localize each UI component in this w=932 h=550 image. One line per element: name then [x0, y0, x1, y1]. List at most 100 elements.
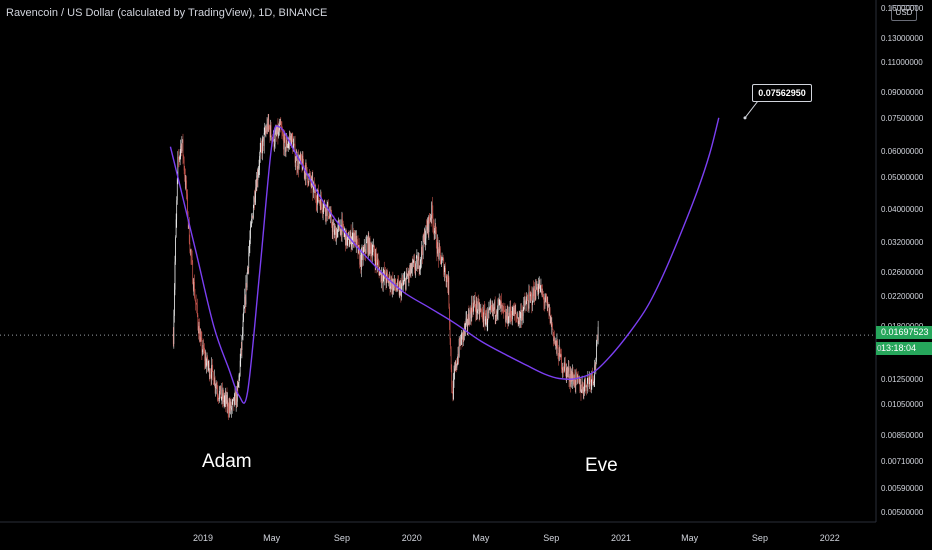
candle-body — [539, 283, 541, 292]
candle-body — [569, 374, 571, 382]
candle-body — [362, 251, 363, 261]
candle-body — [426, 226, 428, 231]
candle-body — [263, 137, 264, 146]
candle-body — [231, 407, 232, 410]
candle-body — [283, 134, 285, 150]
candle-body — [299, 156, 301, 160]
candle-body — [336, 231, 338, 238]
candle-body — [529, 292, 530, 295]
candle-body — [187, 194, 188, 215]
candle-body — [215, 386, 217, 388]
price-tick: 0.07500000 — [881, 114, 924, 124]
candle-body — [528, 292, 530, 309]
candle-body — [497, 311, 498, 314]
candle-body — [509, 306, 511, 318]
candle-body — [206, 363, 207, 367]
candle-body — [497, 299, 499, 312]
candle-body — [173, 315, 175, 344]
currency-button[interactable]: USD — [891, 5, 917, 21]
candle-body — [219, 385, 221, 391]
candle-body — [412, 262, 414, 263]
candle-body — [486, 313, 487, 325]
candle-body — [410, 263, 411, 271]
candle-body — [511, 314, 513, 320]
candle-body — [561, 354, 562, 370]
candle-body — [457, 354, 459, 363]
chart-title: Ravencoin / US Dollar (calculated by Tra… — [6, 7, 328, 19]
price-tick: 0.02200000 — [881, 292, 924, 302]
candle-body — [413, 260, 414, 263]
candle-body — [322, 209, 323, 213]
candle-body — [324, 202, 326, 211]
candle-body — [375, 253, 377, 265]
candle-body — [332, 225, 334, 232]
candle-body — [519, 313, 521, 321]
countdown-tag: 13:18:04 — [876, 342, 932, 355]
candle-body — [193, 282, 195, 290]
candle-body — [536, 283, 537, 290]
candle-body — [549, 308, 550, 316]
candle-body — [592, 377, 594, 383]
candle-body — [515, 310, 517, 315]
candle-body — [245, 283, 247, 305]
candle-body — [587, 377, 589, 381]
candle-body — [247, 267, 248, 274]
candle-body — [386, 272, 388, 275]
candle-body — [540, 285, 542, 286]
candle-body — [421, 247, 423, 252]
candle-body — [585, 386, 587, 387]
price-tick: 0.02600000 — [881, 268, 924, 278]
candle-body — [295, 155, 297, 161]
candle-body — [300, 155, 302, 160]
candle-body — [243, 308, 245, 313]
candle-body — [455, 361, 457, 368]
candle-body — [367, 238, 369, 253]
candle-body — [401, 281, 403, 287]
candle-body — [317, 195, 318, 205]
candle-body — [572, 372, 574, 379]
candle-body — [202, 344, 204, 352]
candle-body — [350, 231, 351, 239]
candle-body — [367, 236, 369, 253]
candle-body — [210, 374, 211, 375]
candle-body — [505, 311, 506, 322]
candle-body — [247, 267, 249, 269]
candle-body — [551, 324, 553, 326]
candle-body — [542, 293, 544, 297]
candle-body — [431, 202, 433, 218]
candle-body — [266, 123, 268, 132]
candle-body — [375, 253, 377, 260]
candle-body — [516, 316, 518, 319]
candle-body — [203, 351, 205, 352]
candle-body — [592, 372, 593, 378]
candle-body — [305, 170, 306, 180]
candle-body — [478, 301, 479, 303]
time-tick: 2021 — [610, 533, 632, 543]
candle-body — [550, 315, 552, 326]
candle-body — [331, 213, 333, 226]
candle-body — [530, 294, 532, 297]
candle-body — [342, 221, 344, 229]
candle-body — [384, 271, 386, 277]
candle-body — [320, 196, 322, 210]
candle-body — [409, 270, 411, 275]
candle-body — [262, 137, 264, 140]
candle-body — [179, 156, 180, 160]
candle-body — [576, 373, 578, 378]
candle-body — [346, 230, 347, 245]
candle-body — [530, 294, 532, 295]
candle-body — [307, 182, 309, 184]
candle-body — [378, 266, 380, 276]
candle-body — [283, 136, 284, 150]
candle-body — [276, 133, 278, 135]
candle-body — [267, 118, 269, 130]
candle-body — [239, 360, 241, 375]
candle-body — [513, 305, 514, 316]
candle-body — [479, 309, 481, 314]
candle-body — [239, 374, 240, 376]
candle-body — [312, 178, 314, 193]
candle-body — [470, 311, 472, 319]
candle-body — [454, 368, 455, 374]
candle-body — [179, 151, 181, 157]
